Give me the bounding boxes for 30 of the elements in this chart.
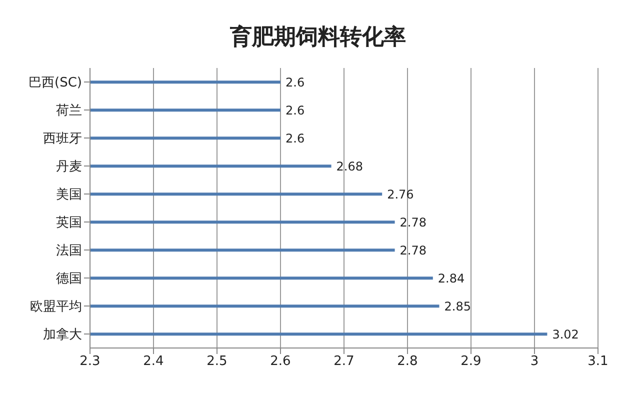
x-tick-label: 2.7: [334, 354, 354, 370]
data-label: 2.84: [438, 271, 465, 286]
x-tick-label: 2.9: [460, 354, 482, 370]
y-tick-label: 德国: [56, 272, 82, 287]
data-label: 2.76: [387, 187, 414, 202]
y-tick-label: 西班牙: [43, 132, 82, 147]
x-tick-label: 2.5: [206, 354, 228, 370]
x-tick-label: 2.8: [397, 354, 418, 370]
x-tick-label: 2.6: [270, 354, 291, 370]
data-label: 2.85: [444, 299, 471, 314]
x-tick-label: 2.3: [80, 354, 100, 370]
y-tick-label: 欧盟平均: [30, 300, 82, 315]
x-tick-label: 3.1: [588, 354, 608, 370]
data-label: 3.02: [552, 327, 579, 342]
data-label: 2.68: [336, 159, 364, 174]
data-label: 2.6: [286, 131, 305, 146]
data-label: 2.78: [400, 215, 427, 230]
data-label: 2.78: [400, 243, 427, 258]
data-label: 2.6: [286, 75, 305, 90]
data-label: 2.6: [286, 103, 305, 118]
y-tick-label: 英国: [56, 216, 82, 231]
y-tick-label: 法国: [56, 244, 82, 259]
y-tick-label: 加拿大: [43, 328, 82, 343]
y-tick-label: 丹麦: [56, 160, 82, 175]
chart-title: 育肥期饲料转化率: [229, 24, 407, 52]
y-tick-label: 美国: [56, 186, 82, 203]
y-tick-label: 荷兰: [56, 104, 82, 119]
x-tick-label: 2.4: [143, 354, 164, 370]
y-tick-label: 巴西(SC): [28, 76, 82, 91]
x-tick-label: 3: [530, 354, 539, 370]
